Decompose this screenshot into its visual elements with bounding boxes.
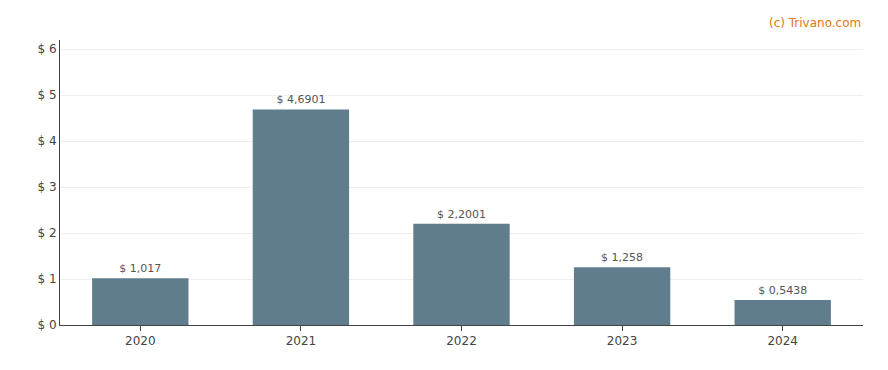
svg-text:$ 5: $ 5 <box>38 88 57 102</box>
svg-text:(c) Trivano.com: (c) Trivano.com <box>769 16 861 30</box>
svg-text:$ 6: $ 6 <box>38 42 57 56</box>
svg-text:2023: 2023 <box>607 334 638 348</box>
svg-text:2020: 2020 <box>125 334 156 348</box>
svg-text:$ 0: $ 0 <box>38 318 57 332</box>
svg-text:$ 3: $ 3 <box>38 180 57 194</box>
svg-text:$ 4: $ 4 <box>38 134 57 148</box>
svg-text:$ 1: $ 1 <box>38 272 57 286</box>
svg-text:$ 1,258: $ 1,258 <box>601 251 643 264</box>
svg-text:2024: 2024 <box>767 334 798 348</box>
svg-text:$ 1,017: $ 1,017 <box>119 262 161 275</box>
svg-text:$ 0,5438: $ 0,5438 <box>758 284 807 297</box>
svg-text:$ 4,6901: $ 4,6901 <box>276 93 325 106</box>
svg-text:2021: 2021 <box>286 334 317 348</box>
svg-text:$ 2: $ 2 <box>38 226 57 240</box>
svg-text:$ 2,2001: $ 2,2001 <box>437 208 486 221</box>
svg-text:2022: 2022 <box>446 334 477 348</box>
